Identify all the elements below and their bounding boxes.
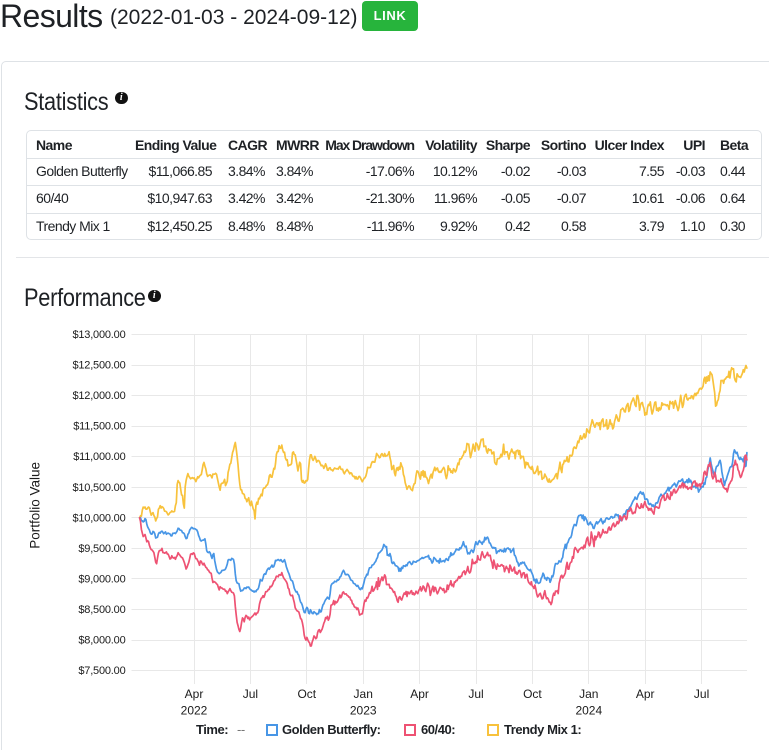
svg-text:Oct: Oct [523,687,542,701]
svg-text:$13,000.00: $13,000.00 [72,329,125,341]
svg-text:$7,500.00: $7,500.00 [78,665,125,677]
svg-text:Jul: Jul [243,687,258,701]
svg-text:Apr: Apr [410,687,429,701]
svg-text:$11,000.00: $11,000.00 [73,451,125,463]
svg-text:Jul: Jul [468,687,483,701]
svg-text:2022: 2022 [181,704,208,718]
svg-text:2024: 2024 [575,704,602,718]
svg-text:$8,500.00: $8,500.00 [78,604,125,616]
svg-text:$9,000.00: $9,000.00 [78,573,125,585]
svg-text:Jan: Jan [579,687,598,701]
svg-text:Jan: Jan [354,687,373,701]
svg-text:$8,000.00: $8,000.00 [78,635,125,647]
svg-text:Jul: Jul [694,687,709,701]
svg-text:Oct: Oct [297,687,316,701]
svg-text:Apr: Apr [185,687,204,701]
svg-text:Portfolio Value: Portfolio Value [28,462,43,549]
svg-text:$12,000.00: $12,000.00 [72,390,125,402]
svg-text:$9,500.00: $9,500.00 [78,543,125,555]
svg-text:$10,000.00: $10,000.00 [72,512,125,524]
svg-text:2023: 2023 [350,704,377,718]
svg-text:Apr: Apr [636,687,655,701]
svg-text:$10,500.00: $10,500.00 [72,482,125,494]
svg-text:$11,500.00: $11,500.00 [73,421,125,433]
svg-text:$12,500.00: $12,500.00 [72,360,125,372]
